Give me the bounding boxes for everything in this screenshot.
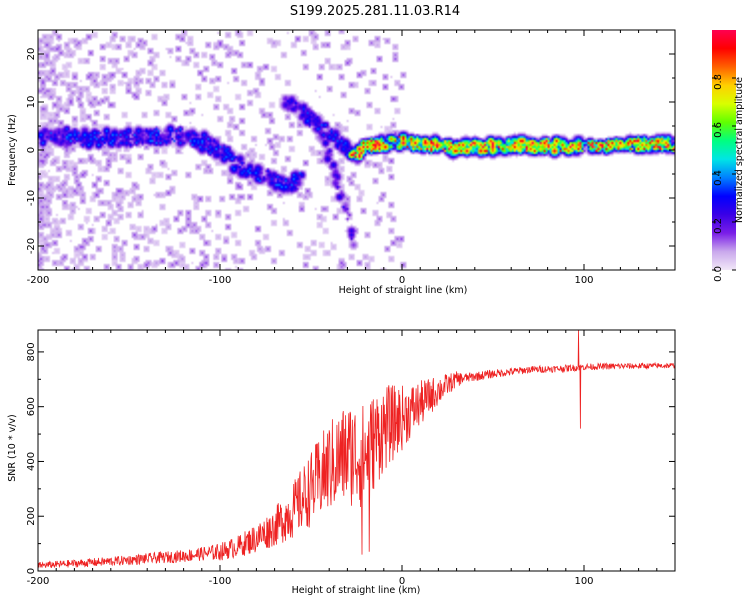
snr-y-tick-label: 600 [26,397,37,416]
spectrogram-x-tick-label: -200 [27,275,50,286]
spectrogram-y-label: Frequency (Hz) [7,114,18,186]
spectrogram-image [38,30,675,270]
spectrogram-x-tick-label: -100 [209,275,232,286]
colorbar-tick-label: 0.4 [713,170,724,186]
spectrogram-y-tick-label: 10 [26,96,37,109]
snr-y-tick-label: 400 [26,452,37,471]
snr-y-tick-label: 0 [26,568,37,574]
snr-x-tick-label: -200 [27,576,50,587]
colorbar-tick-label: 0.2 [713,218,724,234]
spectrogram-y-tick-label: -10 [26,190,37,206]
spectrogram-x-label: Height of straight line (km) [339,285,468,296]
spectrogram-x-tick-label: 0 [399,275,405,286]
colorbar: 0.0 0.2 0.4 0.6 0.8 Normalized spectral ampl… [712,30,745,282]
snr-x-tick-label: 100 [574,576,593,587]
colorbar-ticks: 0.0 0.2 0.4 0.6 0.8 [712,74,736,282]
spectrogram-frame [37,29,676,271]
spectrogram-x-tick-label: 100 [574,275,593,286]
colorbar-label: Normalized spectral amplitude [734,77,745,223]
colorbar-tick-label: 0.6 [713,122,724,138]
snr-x-tick-label: 0 [399,576,405,587]
spectrogram-y-tick-label: 20 [26,48,37,61]
snr-panel: -200 -100 0 100 0 200 400 600 800 Height of stra… [7,329,676,596]
snr-x-tick-label: -100 [209,576,232,587]
spectrogram-y-tick-label: 0 [26,147,37,153]
figure-title: S199.2025.281.11.03.R14 [290,4,460,19]
colorbar-tick-label: 0.8 [713,74,724,90]
spectrogram-y-tick-label: -20 [26,238,37,254]
snr-y-tick-label: 800 [26,342,37,361]
snr-x-label: Height of straight line (km) [292,585,421,596]
colorbar-tick-label: 0.0 [713,266,724,282]
snr-frame [37,329,676,572]
snr-y-label: SNR (10 * v/v) [7,414,18,482]
snr-series-line [38,330,675,569]
colorbar-gradient [712,30,736,270]
snr-y-tick-label: 200 [26,507,37,526]
